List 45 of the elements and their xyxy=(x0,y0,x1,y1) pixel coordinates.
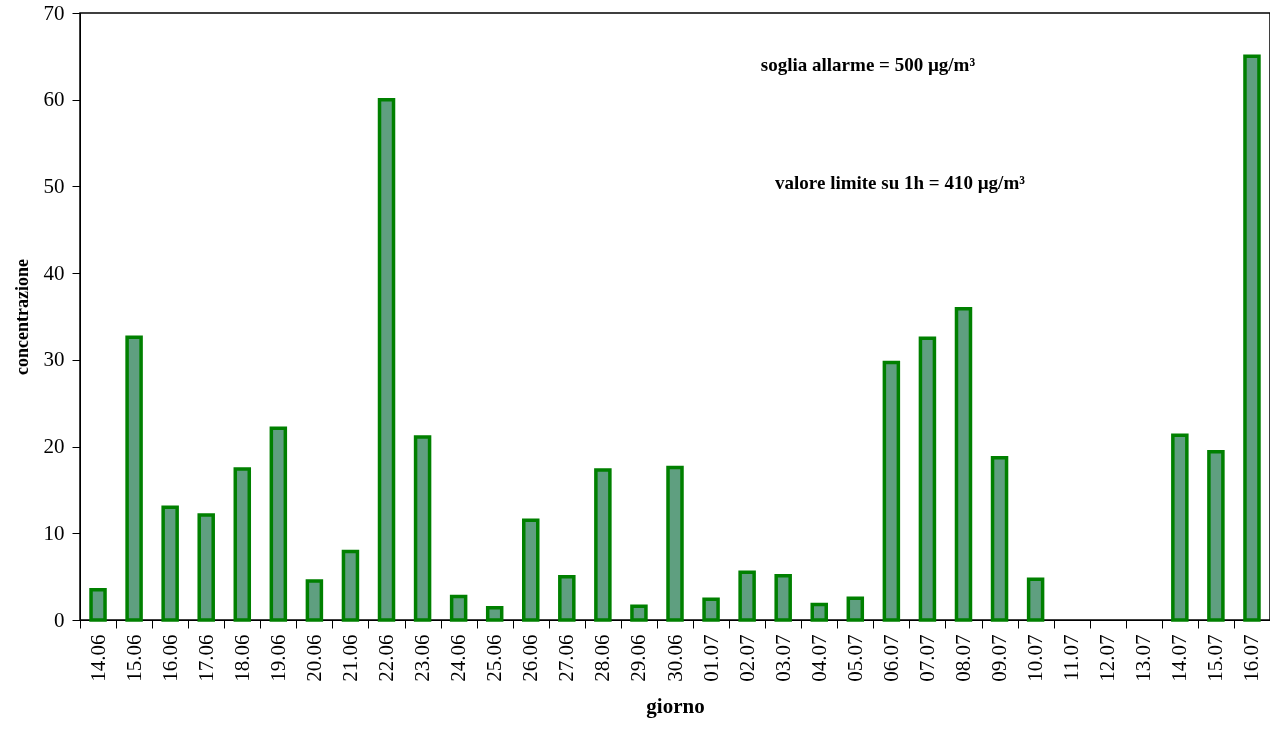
x-tick-label: 05.07 xyxy=(842,634,867,682)
x-tick-label: 01.07 xyxy=(698,634,723,682)
x-tick-label: 20.06 xyxy=(301,634,326,682)
x-tick-label: 07.07 xyxy=(914,634,939,682)
x-tick-label: 04.07 xyxy=(806,634,831,682)
x-tick-label: 06.07 xyxy=(878,634,903,682)
y-tick-label: 20 xyxy=(43,434,65,459)
y-tick-label: 10 xyxy=(43,520,65,545)
y-tick-label: 60 xyxy=(43,87,65,112)
x-tick-label: 15.06 xyxy=(121,634,146,682)
y-tick-label: 0 xyxy=(54,607,65,632)
x-tick-label: 08.07 xyxy=(950,634,975,682)
x-tick-label: 24.06 xyxy=(446,634,471,682)
annotation: valore limite su 1h = 410 µg/m³ xyxy=(775,172,1026,193)
x-tick-label: 28.06 xyxy=(590,634,615,682)
x-tick-label: 09.07 xyxy=(987,634,1012,682)
x-tick-label: 18.06 xyxy=(229,634,254,682)
x-tick-label: 23.06 xyxy=(410,634,435,682)
y-tick-label: 50 xyxy=(43,173,65,198)
x-tick-label: 15.07 xyxy=(1203,634,1228,682)
y-tick-label: 40 xyxy=(43,260,65,285)
y-axis-title: concentrazione xyxy=(11,259,32,375)
x-tick-label: 16.07 xyxy=(1239,634,1264,682)
x-tick-label: 02.07 xyxy=(734,634,759,682)
x-tick-label: 19.06 xyxy=(265,634,290,682)
y-tick-label: 70 xyxy=(43,0,65,25)
x-tick-label: 21.06 xyxy=(337,634,362,682)
x-tick-label: 13.07 xyxy=(1131,634,1156,682)
x-tick-label: 22.06 xyxy=(374,634,399,682)
y-tick-label: 30 xyxy=(43,347,65,372)
x-tick-label: 14.06 xyxy=(85,634,110,682)
x-tick-label: 26.06 xyxy=(518,634,543,682)
x-tick-label: 14.07 xyxy=(1167,634,1192,682)
annotation: soglia allarme = 500 µg/m³ xyxy=(760,54,976,75)
x-tick-label: 16.06 xyxy=(157,634,182,682)
x-tick-label: 03.07 xyxy=(770,634,795,682)
x-axis-title: giorno xyxy=(646,693,705,718)
x-tick-label: 10.07 xyxy=(1023,634,1048,682)
x-tick-label: 30.06 xyxy=(662,634,687,682)
x-tick-label: 29.06 xyxy=(626,634,651,682)
x-tick-label: 27.06 xyxy=(554,634,579,682)
x-tick-label: 12.07 xyxy=(1095,634,1120,682)
x-tick-label: 25.06 xyxy=(482,634,507,682)
x-tick-label: 11.07 xyxy=(1059,634,1084,681)
x-tick-label: 17.06 xyxy=(193,634,218,682)
